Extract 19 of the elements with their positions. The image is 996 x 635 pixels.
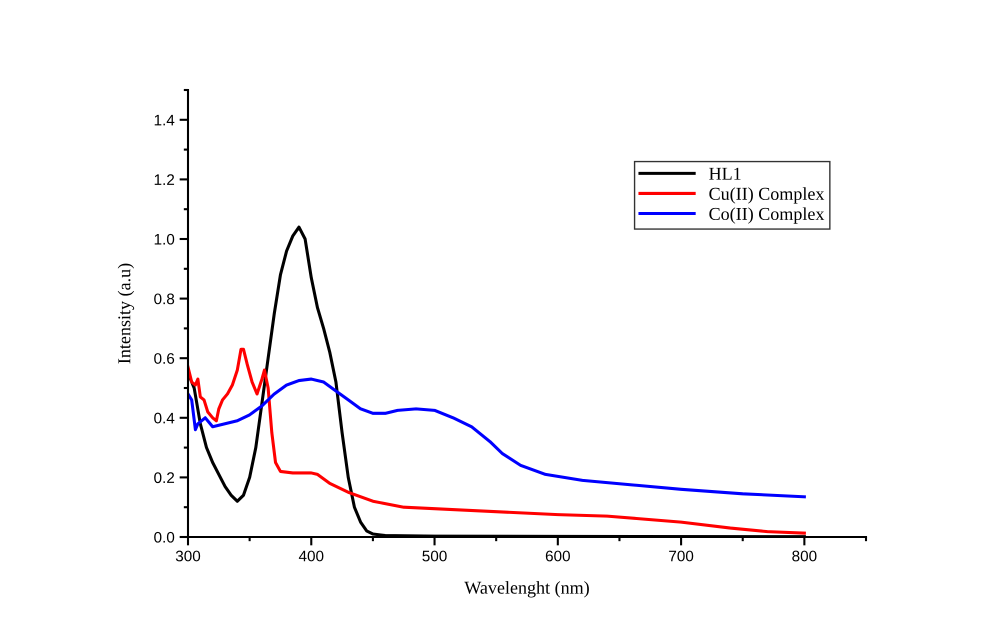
- x-tick-label: 700: [669, 550, 694, 562]
- y-tick-label: 0.0: [154, 532, 174, 543]
- x-tick-label: 800: [792, 550, 817, 562]
- x-axis-title: Wavelenght (nm): [464, 581, 589, 598]
- y-tick-label: 0.8: [154, 293, 174, 304]
- legend-label: Co(II) Complex: [709, 207, 824, 224]
- y-tick-label: 0.6: [154, 353, 174, 364]
- legend-label: Cu(II) Complex: [709, 187, 824, 204]
- y-tick-label: 1.0: [154, 234, 174, 245]
- x-tick-label: 400: [298, 550, 324, 562]
- y-tick-label: 1.2: [154, 174, 174, 185]
- legend-label: HL1: [709, 168, 741, 180]
- y-tick-label: 0.4: [154, 412, 174, 424]
- x-tick-label: 300: [176, 550, 200, 562]
- x-tick-label: 600: [546, 550, 570, 562]
- y-axis-title: Intensity (a.u): [118, 264, 134, 364]
- y-tick-label: 0.2: [154, 472, 174, 484]
- y-tick-label: 1.4: [154, 114, 174, 126]
- x-tick-label: 500: [422, 550, 447, 562]
